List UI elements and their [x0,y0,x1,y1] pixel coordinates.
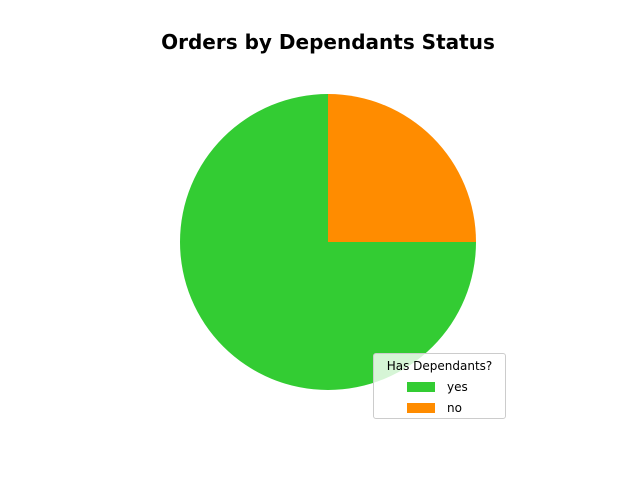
legend: Has Dependants? yes no [373,353,506,419]
pie-slice-no [328,94,476,242]
legend-label-no: no [447,401,462,415]
legend-swatch-yes [407,382,435,392]
legend-swatch-no [407,403,435,413]
legend-title: Has Dependants? [386,359,493,373]
legend-label-yes: yes [447,380,468,394]
chart-title: Orders by Dependants Status [161,30,495,54]
pie-slices [180,94,476,390]
